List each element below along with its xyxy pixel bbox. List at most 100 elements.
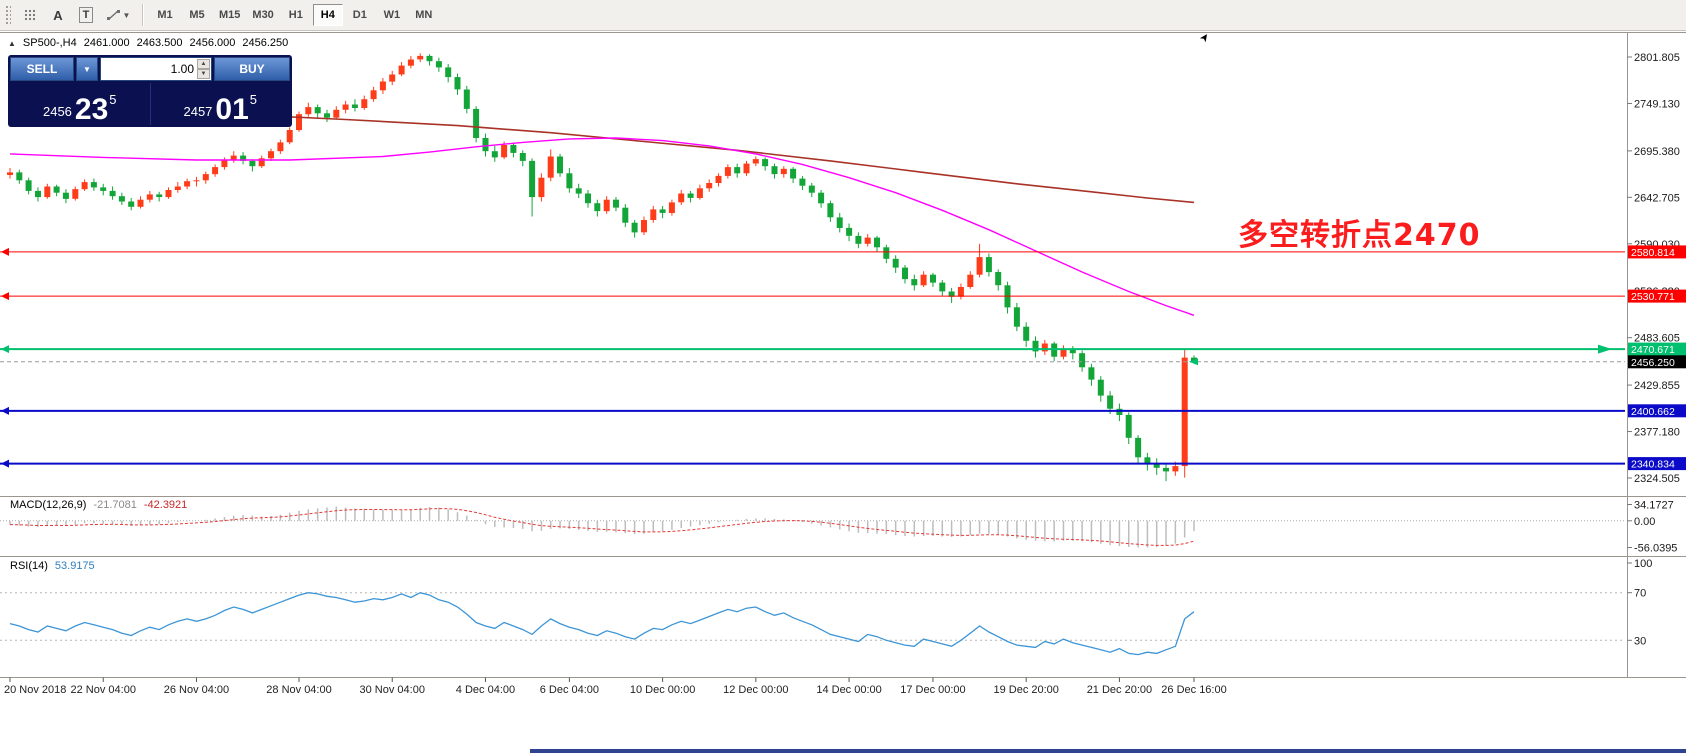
price-tag-box — [1628, 457, 1686, 471]
ohlc-high: 2463.500 — [136, 37, 183, 49]
time-axis-label: 10 Dec 00:00 — [630, 684, 695, 696]
time-axis-label: 6 Dec 04:00 — [540, 684, 599, 696]
one-click-trading-panel: SELL ▼ ▲ ▼ BUY 2456 23 5 2457 01 — [8, 55, 292, 127]
grid-icon — [24, 9, 36, 21]
volume-dropdown[interactable]: ▼ — [76, 57, 98, 81]
buy-price-sup: 5 — [249, 92, 258, 107]
chevron-down-icon: ▼ — [83, 64, 91, 74]
window-bottom-edge — [530, 749, 1686, 753]
macd-signal-line — [9, 508, 1195, 546]
ma-fast-line — [9, 137, 1195, 316]
sell-price-sup: 5 — [109, 92, 117, 107]
price-tag-box — [1628, 342, 1686, 356]
arrow-label-tool-button[interactable]: A — [45, 3, 71, 27]
symbol-name: SP500-,H4 — [22, 37, 77, 49]
time-axis-label: 14 Dec 00:00 — [816, 684, 881, 696]
price-axis-label: 2429.855 — [1634, 380, 1680, 392]
price-tag-label: 2530.771 — [1631, 291, 1675, 303]
volume-increase-button[interactable]: ▲ — [197, 59, 210, 69]
price-axis-label: 2695.380 — [1634, 146, 1680, 158]
price-tag-label: 2400.662 — [1631, 406, 1675, 418]
rsi-value: 53.9175 — [54, 560, 95, 572]
price-axis-label: 2749.130 — [1634, 98, 1680, 110]
price-tag-label: 2470.671 — [1631, 344, 1675, 356]
sell-price-big: 23 — [74, 92, 109, 126]
macd-axis-label: -56.0395 — [1634, 543, 1677, 555]
macd-axis-label: 0.00 — [1634, 516, 1655, 528]
timeframe-h4-button[interactable]: H4 — [312, 4, 343, 26]
macd-main-value: -21.7081 — [93, 499, 137, 511]
time-axis-label: 17 Dec 00:00 — [900, 684, 965, 696]
timeframe-h1-button[interactable]: H1 — [288, 9, 303, 21]
line-left-marker — [1, 459, 9, 468]
candles-layer — [7, 53, 1197, 482]
rsi-label: RSI(14) 53.9175 — [10, 560, 95, 572]
timeframe-d1-button[interactable]: D1 — [352, 9, 367, 21]
timeframe-m1-button[interactable]: M1 — [157, 9, 173, 21]
ohlc-close: 2456.250 — [242, 37, 289, 49]
time-axis-label: 22 Nov 04:00 — [71, 684, 136, 696]
macd-histogram — [9, 506, 1195, 548]
collapse-trade-panel-icon[interactable]: ▲ — [8, 38, 16, 48]
timeframe-m5-button[interactable]: M5 — [189, 9, 205, 21]
rsi-axis-label: 30 — [1634, 635, 1646, 647]
time-axis-label: 30 Nov 04:00 — [360, 684, 425, 696]
time-axis-label: 26 Nov 04:00 — [164, 684, 229, 696]
macd-axis-label: 34.1727 — [1634, 500, 1674, 512]
timeframe-m15-button[interactable]: M15 — [219, 9, 241, 21]
rsi-line — [9, 592, 1195, 656]
time-axis-label: 19 Dec 20:00 — [993, 684, 1058, 696]
ask-price-marker — [1189, 358, 1198, 366]
chevron-down-icon: ▼ — [122, 10, 131, 20]
price-tag-box — [1628, 355, 1686, 369]
toolbar-drag-handle[interactable] — [5, 5, 11, 25]
sell-button[interactable]: SELL — [10, 57, 74, 81]
macd-signal-value: -42.3921 — [143, 499, 188, 511]
line-left-marker — [1, 345, 9, 354]
buy-price-display[interactable]: 2457 01 5 — [151, 83, 291, 125]
ohlc-low: 2456.000 — [189, 37, 236, 49]
volume-input[interactable] — [101, 58, 211, 80]
timeframe-mn-button[interactable]: MN — [415, 9, 433, 21]
macd-label: MACD(12,26,9) -21.7081 -42.3921 — [10, 499, 187, 511]
line-arrow-icon — [1598, 344, 1612, 354]
price-tag-label: 2456.250 — [1631, 357, 1675, 369]
line-left-marker — [1, 406, 9, 415]
buy-button[interactable]: BUY — [214, 57, 290, 81]
buy-price-prefix: 2457 — [183, 104, 213, 119]
time-axis-label: 12 Dec 00:00 — [723, 684, 788, 696]
price-tag-box — [1628, 289, 1686, 303]
symbol-info: ▲ SP500-,H4 2461.000 2463.500 2456.000 2… — [8, 37, 288, 49]
time-axis-label: 21 Dec 20:00 — [1087, 684, 1152, 696]
rsi-axis-label: 70 — [1634, 588, 1646, 600]
time-axis-label: 20 Nov 2018 — [4, 684, 66, 696]
volume-decrease-button[interactable]: ▼ — [197, 69, 210, 79]
price-tag-box — [1628, 245, 1686, 259]
price-axis-label: 2642.705 — [1634, 192, 1680, 204]
rsi-name: RSI(14) — [10, 560, 48, 572]
time-axis-label: 28 Nov 04:00 — [266, 684, 331, 696]
price-axis-label: 2483.605 — [1634, 333, 1680, 345]
buy-price-big: 01 — [215, 92, 249, 126]
price-tag-box — [1628, 404, 1686, 418]
price-tag-label: 2580.814 — [1631, 247, 1675, 259]
time-axis-label: 4 Dec 04:00 — [456, 684, 515, 696]
price-axis-label: 2801.805 — [1634, 52, 1680, 64]
rsi-axis-label: 100 — [1634, 558, 1652, 570]
price-axis-label: 2324.505 — [1634, 473, 1680, 485]
timeframe-w1-button[interactable]: W1 — [383, 9, 401, 21]
shapes-tool-button[interactable]: ▼ — [101, 3, 135, 27]
price-tag-label: 2340.834 — [1631, 459, 1675, 471]
chart-annotation-text[interactable]: 多空转折点2470 — [1238, 218, 1481, 253]
text-tool-button[interactable]: T — [73, 3, 99, 27]
sell-price-prefix: 2456 — [42, 104, 72, 119]
time-axis-label: 26 Dec 16:00 — [1161, 684, 1226, 696]
grid-tool-button[interactable] — [17, 3, 43, 27]
timeframe-m30-button[interactable]: M30 — [252, 9, 274, 21]
macd-name: MACD(12,26,9) — [10, 499, 87, 511]
sell-price-display[interactable]: 2456 23 5 — [10, 83, 151, 125]
toolbar-separator — [142, 4, 143, 26]
line-left-marker — [1, 247, 9, 256]
